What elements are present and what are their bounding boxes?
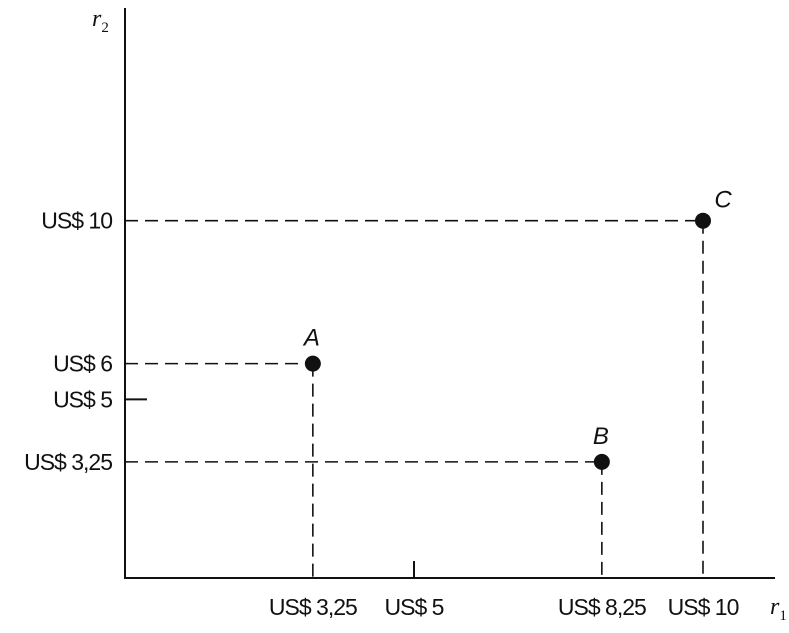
- guide-lines: [125, 219, 704, 578]
- y-tick-label: US$ 6: [53, 351, 112, 377]
- x-tick-label: US$ 10: [668, 594, 739, 620]
- x-tick-label: US$ 3,25: [269, 594, 357, 620]
- data-point: [593, 453, 610, 470]
- data-points: A B C: [302, 187, 732, 470]
- x-tick-label: US$ 5: [385, 594, 444, 620]
- point-label: B: [593, 423, 609, 450]
- y-tick-label: US$ 5: [53, 386, 112, 412]
- y-tick-label: US$ 3,25: [24, 449, 112, 475]
- point-label: A: [302, 325, 320, 352]
- x-axis-label: r1: [770, 594, 787, 624]
- x-tick-label: US$ 8,25: [558, 594, 646, 620]
- data-point: [304, 355, 321, 372]
- x-axis-ticks: US$ 3,25 US$ 5 US$ 8,25 US$ 10: [269, 561, 740, 620]
- y-tick-label: US$ 10: [41, 208, 112, 234]
- y-axis-ticks: US$ 10 US$ 6 US$ 5 US$ 3,25: [24, 208, 147, 475]
- point-label: C: [714, 187, 732, 214]
- y-axis-label: r2: [92, 6, 109, 36]
- data-point: [695, 212, 711, 229]
